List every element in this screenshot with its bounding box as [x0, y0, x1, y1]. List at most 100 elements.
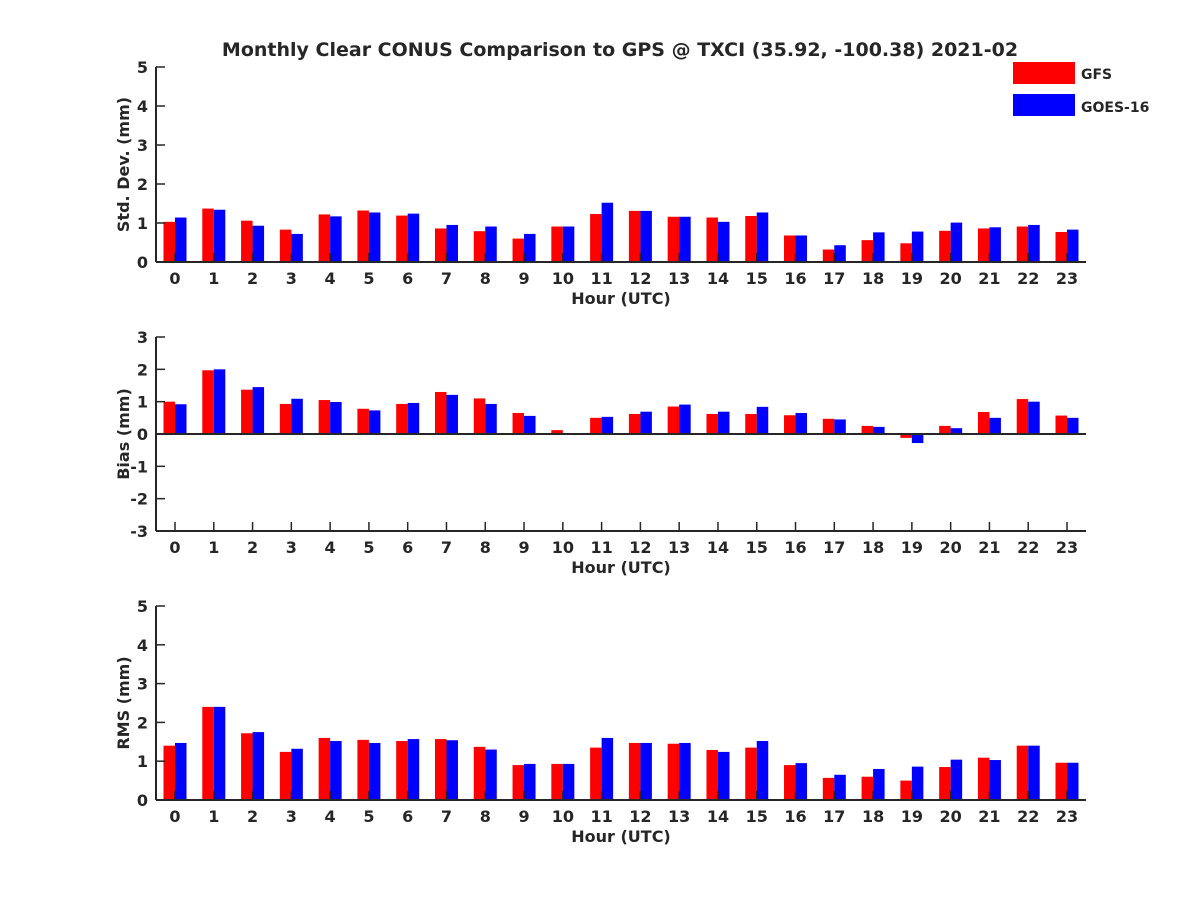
bar-gfs-hour-9 [512, 765, 525, 800]
bar-goes16-hour-10 [562, 763, 575, 800]
bar-goes16-hour-0 [175, 217, 187, 262]
x-axis-label: Hour (UTC) [571, 558, 671, 577]
x-tick-label: 15 [746, 269, 768, 288]
bar-goes16-hour-3 [291, 398, 303, 434]
bar-goes16-hour-0 [175, 404, 187, 434]
x-tick-label: 18 [862, 269, 884, 288]
x-tick-label: 0 [169, 807, 180, 826]
bar-gfs-hour-22 [1016, 226, 1029, 262]
bar-goes16-hour-5 [368, 212, 381, 262]
bar-goes16-hour-8 [485, 403, 497, 434]
bar-goes16-hour-11 [601, 202, 614, 262]
x-tick-label: 12 [629, 269, 651, 288]
x-tick-label: 0 [169, 538, 180, 557]
x-tick-label: 16 [784, 269, 806, 288]
bar-goes16-hour-3 [291, 233, 303, 262]
y-axis-label: Std. Dev. (mm) [114, 97, 133, 232]
bar-goes16-hour-9 [524, 763, 536, 800]
bar-goes16-hour-21 [989, 760, 1001, 800]
bar-gfs-hour-4 [318, 737, 331, 800]
x-tick-label: 17 [823, 269, 845, 288]
bar-gfs-hour-12 [628, 210, 641, 262]
bar-gfs-hour-21 [977, 757, 990, 800]
bar-gfs-hour-22 [1016, 745, 1029, 800]
bar-gfs-hour-3 [279, 403, 292, 434]
bar-gfs-hour-17 [822, 418, 835, 434]
x-tick-label: 19 [901, 269, 923, 288]
bar-goes16-hour-21 [989, 417, 1001, 434]
figure-title: Monthly Clear CONUS Comparison to GPS @ … [222, 39, 1018, 61]
y-tick-label: 1 [137, 752, 148, 771]
bar-goes16-hour-22 [1028, 745, 1040, 800]
bar-gfs-hour-19 [900, 243, 912, 262]
bar-gfs-hour-15 [745, 215, 757, 262]
bar-goes16-hour-2 [252, 387, 265, 434]
bar-goes16-hour-18 [873, 768, 885, 800]
bar-gfs-hour-17 [822, 777, 835, 800]
x-tick-label: 20 [940, 807, 962, 826]
x-tick-label: 7 [441, 269, 452, 288]
bar-gfs-hour-14 [706, 749, 718, 800]
x-tick-label: 6 [402, 538, 413, 557]
bar-goes16-hour-8 [485, 226, 497, 262]
bar-gfs-hour-1 [202, 208, 214, 262]
x-tick-label: 3 [286, 269, 297, 288]
x-tick-label: 9 [518, 269, 529, 288]
bar-goes16-hour-5 [368, 410, 381, 434]
bar-gfs-hour-8 [473, 746, 486, 800]
bar-gfs-hour-6 [396, 403, 408, 434]
bar-gfs-hour-8 [473, 398, 486, 434]
x-tick-label: 7 [441, 538, 452, 557]
bar-gfs-hour-4 [318, 400, 331, 434]
bar-gfs-hour-16 [784, 235, 796, 262]
y-tick-label: -2 [130, 490, 148, 509]
x-tick-label: 5 [363, 538, 374, 557]
bar-gfs-hour-16 [784, 415, 796, 434]
bar-goes16-hour-7 [446, 740, 458, 800]
y-tick-label: 3 [137, 328, 148, 347]
x-tick-label: 14 [707, 807, 729, 826]
bar-gfs-hour-6 [396, 215, 408, 262]
bar-gfs-hour-9 [512, 412, 525, 434]
x-tick-label: 23 [1056, 269, 1078, 288]
bar-goes16-hour-12 [640, 742, 652, 800]
bar-gfs-hour-17 [822, 249, 835, 262]
bar-goes16-hour-15 [756, 406, 769, 434]
x-tick-label: 10 [552, 269, 574, 288]
bar-gfs-hour-15 [745, 747, 757, 800]
bar-gfs-hour-19 [900, 780, 912, 800]
bar-goes16-hour-10 [562, 226, 575, 262]
bar-gfs-hour-0 [163, 401, 175, 434]
bar-gfs-hour-10 [551, 226, 563, 262]
x-tick-label: 0 [169, 269, 180, 288]
bar-goes16-hour-17 [834, 774, 846, 800]
bar-goes16-hour-13 [679, 742, 691, 800]
y-tick-label: 3 [137, 675, 148, 694]
bar-goes16-hour-23 [1067, 762, 1079, 800]
bar-goes16-hour-12 [640, 210, 652, 262]
x-tick-label: 3 [286, 807, 297, 826]
bar-goes16-hour-14 [717, 411, 730, 434]
x-tick-label: 16 [784, 538, 806, 557]
bar-goes16-hour-7 [446, 394, 458, 434]
bar-gfs-hour-21 [977, 412, 990, 434]
bar-gfs-hour-0 [163, 221, 175, 262]
x-tick-label: 2 [247, 269, 258, 288]
bar-goes16-hour-6 [407, 739, 420, 800]
x-tick-label: 5 [363, 269, 374, 288]
x-tick-label: 5 [363, 807, 374, 826]
x-tick-label: 14 [707, 538, 729, 557]
x-tick-label: 11 [590, 807, 612, 826]
bar-gfs-hour-6 [396, 741, 408, 800]
x-tick-label: 20 [940, 538, 962, 557]
bar-gfs-hour-7 [434, 228, 447, 262]
x-tick-label: 6 [402, 269, 413, 288]
x-tick-label: 8 [480, 269, 491, 288]
x-tick-label: 8 [480, 538, 491, 557]
bar-gfs-hour-14 [706, 413, 718, 434]
x-tick-label: 16 [784, 807, 806, 826]
y-tick-label: 4 [137, 636, 148, 655]
y-tick-label: -1 [130, 457, 148, 476]
x-tick-label: 23 [1056, 538, 1078, 557]
bar-goes16-hour-14 [717, 221, 730, 262]
